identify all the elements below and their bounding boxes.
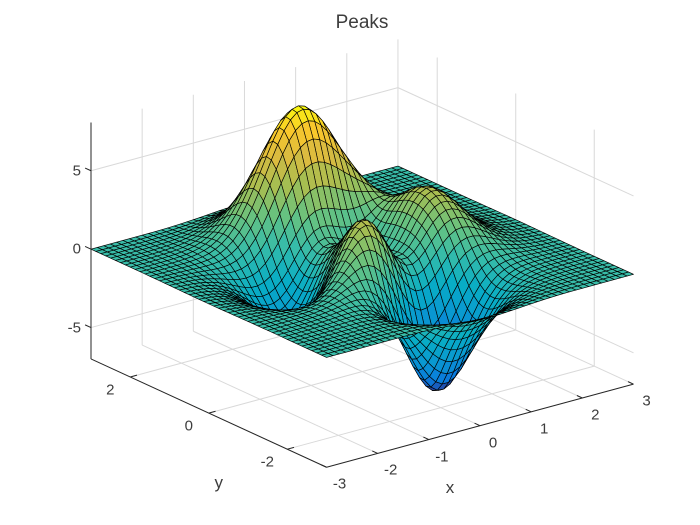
x-tick-label: 0 [488,434,498,452]
z-tick-label: 5 [72,162,81,180]
x-tick-label: -2 [384,461,398,479]
z-tick-label: 0 [72,240,81,258]
y-axis-label: y [214,473,224,493]
x-tick-label: 1 [540,420,549,438]
y-tick-label: 2 [106,381,115,399]
x-tick-label: -3 [332,475,347,493]
x-tick-label: 2 [591,406,600,424]
x-tick-label: 3 [642,392,651,410]
y-tick-label: -2 [260,453,274,471]
x-tick-label: -1 [435,448,449,466]
plot-title: Peaks [335,12,389,33]
z-tick-label: -5 [67,319,81,337]
y-tick-label: 0 [184,417,193,435]
x-axis-label: x [445,477,455,497]
